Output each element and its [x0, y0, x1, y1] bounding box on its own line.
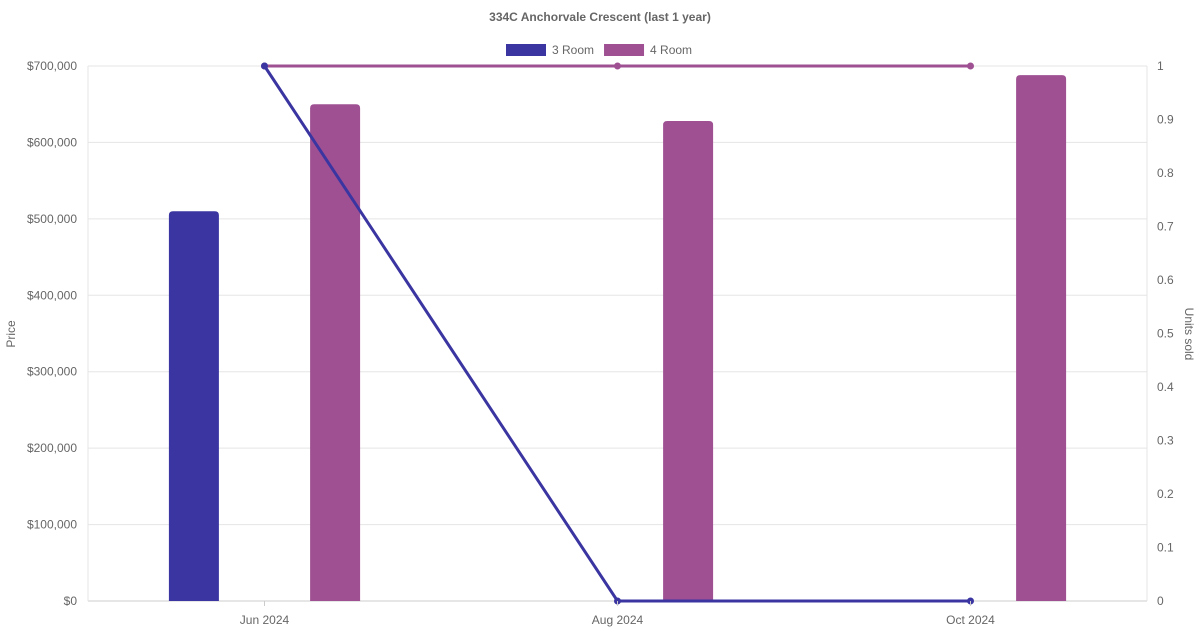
lines — [261, 62, 974, 605]
chart-title: 334C Anchorvale Crescent (last 1 year) — [489, 10, 711, 24]
y-tick-label: $100,000 — [27, 518, 77, 532]
y2-tick-label: 0.5 — [1157, 327, 1174, 341]
y2-tick-label: 0.7 — [1157, 220, 1174, 234]
y2-tick-label: 0 — [1157, 594, 1164, 608]
y2-tick-label: 0.8 — [1157, 166, 1174, 180]
grid — [87, 65, 1148, 602]
legend[interactable]: 3 Room 4 Room — [506, 43, 692, 57]
y2-tick-label: 0.2 — [1157, 487, 1174, 501]
y2-axis-label: Units sold — [1182, 308, 1196, 361]
axes: $0 $100,000 $200,000 $300,000 $400,000 $500,0… — [27, 59, 1174, 627]
bar-4-room — [663, 121, 714, 602]
point-4-room — [614, 62, 621, 70]
y-tick-label: $700,000 — [27, 59, 77, 73]
bar-3-room — [168, 211, 219, 601]
bar-4-room — [1016, 75, 1067, 601]
y-tick-label: $400,000 — [27, 288, 77, 302]
y2-tick-label: 0.9 — [1157, 113, 1174, 127]
y-tick-label: $200,000 — [27, 441, 77, 455]
y2-tick-label: 0.1 — [1157, 541, 1174, 555]
bars — [168, 75, 1067, 602]
point-4-room — [967, 62, 974, 70]
x-tick-label: Jun 2024 — [240, 613, 290, 627]
y-tick-label: $600,000 — [27, 135, 77, 149]
y2-tick-label: 0.6 — [1157, 273, 1174, 287]
y2-tick-label: 0.3 — [1157, 434, 1174, 448]
legend-swatch — [604, 44, 645, 56]
y2-tick-label: 1 — [1157, 59, 1164, 73]
y-tick-label: $0 — [64, 594, 78, 608]
y-axis-label: Price — [4, 320, 18, 348]
bar-4-room — [310, 104, 361, 601]
y-tick-label: $500,000 — [27, 212, 77, 226]
x-tick-label: Oct 2024 — [946, 613, 995, 627]
legend-label: 3 Room — [552, 43, 594, 57]
legend-label: 4 Room — [650, 43, 692, 57]
point-3-room — [261, 62, 268, 70]
y2-tick-label: 0.4 — [1157, 380, 1174, 394]
line-3-room — [263, 65, 971, 603]
legend-swatch — [506, 44, 546, 56]
y-tick-label: $300,000 — [27, 365, 77, 379]
x-tick-label: Aug 2024 — [592, 613, 644, 627]
